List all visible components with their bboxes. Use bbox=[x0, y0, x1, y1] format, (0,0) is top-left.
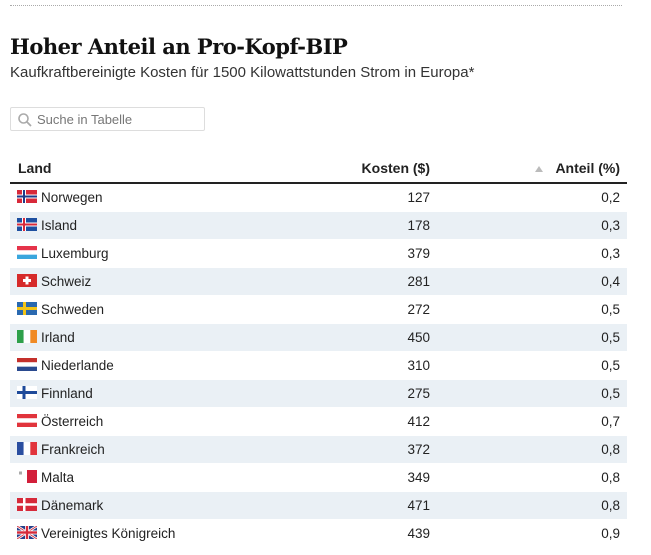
cell-anteil: 0,5 bbox=[430, 379, 627, 408]
table-header-row: Land Kosten ($) Anteil (%) bbox=[10, 154, 627, 184]
table-row: Niederlande 310 0,5 bbox=[10, 351, 627, 380]
luxembourg-flag-icon bbox=[17, 246, 37, 259]
cell-anteil: 0,9 bbox=[430, 519, 627, 548]
malta-flag-icon bbox=[17, 470, 37, 483]
country-name: Irland bbox=[41, 330, 75, 345]
cell-kosten: 275 bbox=[260, 379, 430, 408]
austria-flag-icon bbox=[17, 414, 37, 427]
country-name: Schweden bbox=[41, 302, 105, 317]
table-row: Dänemark 471 0,8 bbox=[10, 491, 627, 520]
cell-land: Norwegen bbox=[10, 183, 260, 212]
country-name: Island bbox=[41, 218, 78, 233]
table-row: Irland 450 0,5 bbox=[10, 323, 627, 352]
cell-kosten: 379 bbox=[260, 239, 430, 268]
cell-anteil: 0,5 bbox=[430, 351, 627, 380]
cell-kosten: 349 bbox=[260, 463, 430, 492]
iceland-flag-icon bbox=[17, 218, 37, 231]
table-row: Luxemburg 379 0,3 bbox=[10, 239, 627, 268]
denmark-flag-icon bbox=[17, 498, 37, 511]
cell-kosten: 450 bbox=[260, 323, 430, 352]
country-name: Dänemark bbox=[41, 498, 104, 513]
cell-land: Luxemburg bbox=[10, 239, 260, 268]
column-header-kosten[interactable]: Kosten ($) bbox=[260, 154, 430, 184]
cell-anteil: 0,7 bbox=[430, 407, 627, 436]
cell-land: Malta bbox=[10, 463, 260, 492]
table-row: Vereinigtes Königreich 439 0,9 bbox=[10, 519, 627, 548]
cell-land: Frankreich bbox=[10, 435, 260, 464]
country-name: Niederlande bbox=[41, 358, 114, 373]
table-search[interactable] bbox=[10, 107, 205, 131]
cell-anteil: 0,3 bbox=[430, 239, 627, 268]
cell-kosten: 372 bbox=[260, 435, 430, 464]
table-row: Österreich 412 0,7 bbox=[10, 407, 627, 436]
search-input[interactable] bbox=[37, 110, 197, 128]
column-header-anteil[interactable]: Anteil (%) bbox=[430, 154, 627, 184]
table-row: Schweiz 281 0,4 bbox=[10, 267, 627, 296]
cell-kosten: 272 bbox=[260, 295, 430, 324]
table-row: Malta 349 0,8 bbox=[10, 463, 627, 492]
ireland-flag-icon bbox=[17, 330, 37, 343]
cell-kosten: 471 bbox=[260, 491, 430, 520]
cell-land: Schweden bbox=[10, 295, 260, 324]
cell-kosten: 281 bbox=[260, 267, 430, 296]
sort-ascending-icon bbox=[535, 166, 544, 172]
cell-anteil: 0,2 bbox=[430, 183, 627, 212]
column-header-anteil-label: Anteil (%) bbox=[555, 160, 620, 176]
cell-land: Niederlande bbox=[10, 351, 260, 380]
finland-flag-icon bbox=[17, 386, 37, 399]
table-row: Schweden 272 0,5 bbox=[10, 295, 627, 324]
search-icon bbox=[17, 112, 33, 128]
cell-kosten: 178 bbox=[260, 211, 430, 240]
page-subtitle: Kaufkraftbereinigte Kosten für 1500 Kilo… bbox=[10, 64, 475, 81]
country-name: Luxemburg bbox=[41, 246, 109, 261]
cell-anteil: 0,8 bbox=[430, 463, 627, 492]
cell-anteil: 0,5 bbox=[430, 295, 627, 324]
netherlands-flag-icon bbox=[17, 358, 37, 371]
cell-land: Irland bbox=[10, 323, 260, 352]
table-row: Finnland 275 0,5 bbox=[10, 379, 627, 408]
table-row: Frankreich 372 0,8 bbox=[10, 435, 627, 464]
cell-anteil: 0,8 bbox=[430, 491, 627, 520]
cell-kosten: 310 bbox=[260, 351, 430, 380]
cell-anteil: 0,3 bbox=[430, 211, 627, 240]
norway-flag-icon bbox=[17, 190, 37, 203]
france-flag-icon bbox=[17, 442, 37, 455]
country-name: Norwegen bbox=[41, 190, 103, 205]
data-table: Land Kosten ($) Anteil (%) Norwegen 127 0,… bbox=[10, 154, 627, 548]
table-row: Norwegen 127 0,2 bbox=[10, 183, 627, 212]
top-divider bbox=[10, 5, 622, 6]
cell-land: Dänemark bbox=[10, 491, 260, 520]
cell-land: Österreich bbox=[10, 407, 260, 436]
country-name: Schweiz bbox=[41, 274, 92, 289]
cell-kosten: 439 bbox=[260, 519, 430, 548]
country-name: Finnland bbox=[41, 386, 93, 401]
column-header-land[interactable]: Land bbox=[10, 154, 260, 184]
country-name: Vereinigtes Königreich bbox=[41, 526, 176, 541]
cell-anteil: 0,5 bbox=[430, 323, 627, 352]
cell-kosten: 127 bbox=[260, 183, 430, 212]
switzerland-flag-icon bbox=[17, 274, 37, 287]
table-row: Island 178 0,3 bbox=[10, 211, 627, 240]
cell-kosten: 412 bbox=[260, 407, 430, 436]
country-name: Österreich bbox=[41, 414, 104, 429]
country-name: Malta bbox=[41, 470, 75, 485]
cell-land: Schweiz bbox=[10, 267, 260, 296]
cell-land: Finnland bbox=[10, 379, 260, 408]
cell-anteil: 0,8 bbox=[430, 435, 627, 464]
cell-land: Vereinigtes Königreich bbox=[10, 519, 260, 548]
sweden-flag-icon bbox=[17, 302, 37, 315]
country-name: Frankreich bbox=[41, 442, 105, 457]
page-title: Hoher Anteil an Pro-Kopf-BIP bbox=[10, 34, 348, 59]
cell-anteil: 0,4 bbox=[430, 267, 627, 296]
cell-land: Island bbox=[10, 211, 260, 240]
uk-flag-icon bbox=[17, 526, 37, 539]
